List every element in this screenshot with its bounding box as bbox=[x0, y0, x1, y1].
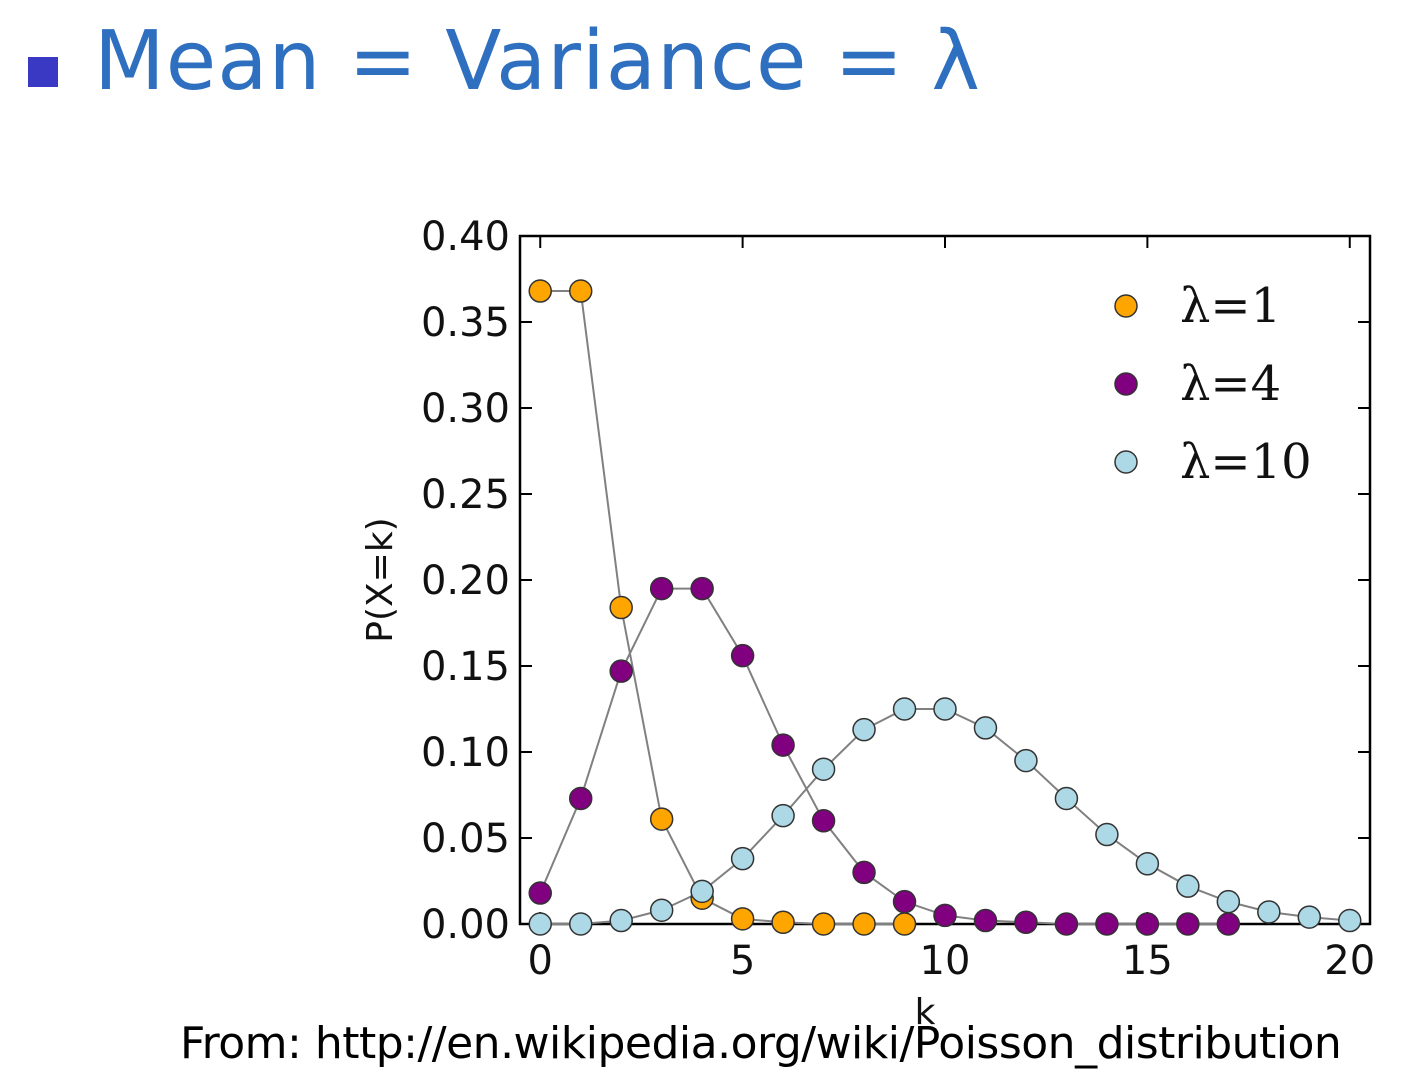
data-point bbox=[1014, 748, 1038, 773]
series-markers-2 bbox=[528, 697, 1362, 936]
series-line bbox=[540, 290, 905, 925]
data-point bbox=[690, 576, 714, 601]
plot-frame bbox=[518, 234, 1372, 926]
y-tick-label: 0.40 bbox=[421, 214, 510, 260]
data-point bbox=[1095, 912, 1119, 936]
data-point bbox=[892, 912, 917, 936]
data-point bbox=[568, 786, 593, 811]
data-point bbox=[852, 912, 876, 936]
y-tick-label: 0.15 bbox=[421, 644, 510, 690]
data-point bbox=[730, 846, 755, 871]
x-tick-label: 15 bbox=[1122, 938, 1173, 984]
x-tick-label: 20 bbox=[1324, 938, 1375, 984]
legend-label: λ=4 bbox=[1180, 356, 1281, 412]
series-line bbox=[539, 587, 1229, 925]
data-point bbox=[973, 908, 998, 933]
y-tick-label: 0.25 bbox=[421, 472, 510, 518]
series-0 bbox=[540, 290, 905, 925]
data-point bbox=[1135, 912, 1160, 936]
data-point bbox=[649, 576, 674, 601]
data-point bbox=[771, 733, 795, 757]
y-tick-label: 0.35 bbox=[421, 300, 510, 346]
data-point bbox=[933, 903, 957, 928]
y-axis-label: P(X=k) bbox=[360, 517, 401, 642]
slide-heading: Mean = Variance = λ bbox=[94, 13, 981, 109]
data-point bbox=[1135, 852, 1160, 876]
data-point bbox=[649, 898, 674, 922]
series-1 bbox=[539, 587, 1229, 925]
x-tick-label: 0 bbox=[528, 938, 553, 984]
x-tick-label: 10 bbox=[920, 938, 971, 984]
data-point bbox=[1054, 786, 1079, 811]
data-point bbox=[771, 910, 795, 935]
data-point bbox=[811, 757, 836, 781]
y-tick-label: 0.30 bbox=[421, 386, 510, 432]
data-point bbox=[649, 807, 674, 831]
data-point bbox=[892, 889, 917, 914]
source-citation: From: http://en.wikipedia.org/wiki/Poiss… bbox=[180, 1018, 1342, 1069]
data-point bbox=[933, 697, 957, 721]
data-point bbox=[568, 279, 593, 303]
x-axis-label: k bbox=[915, 992, 936, 1033]
series-markers-0 bbox=[528, 279, 917, 936]
data-point bbox=[730, 643, 755, 668]
data-point bbox=[811, 912, 836, 936]
data-point bbox=[528, 912, 552, 936]
y-tick-label: 0.05 bbox=[421, 816, 510, 862]
data-point bbox=[528, 881, 552, 905]
data-point bbox=[1176, 874, 1200, 898]
data-point bbox=[1176, 912, 1200, 936]
data-point bbox=[568, 912, 593, 936]
data-point bbox=[609, 595, 633, 620]
y-tick-label: 0.00 bbox=[421, 902, 510, 948]
y-tick-label: 0.10 bbox=[421, 730, 510, 776]
bullet-square-icon bbox=[28, 57, 58, 87]
legend-label: λ=10 bbox=[1180, 434, 1312, 490]
data-point bbox=[973, 716, 998, 740]
data-point bbox=[852, 860, 876, 885]
data-point bbox=[892, 697, 917, 721]
x-tick-label: 5 bbox=[730, 938, 755, 984]
y-tick-label: 0.20 bbox=[421, 558, 510, 604]
data-point bbox=[690, 879, 714, 904]
series-markers-1 bbox=[528, 576, 1241, 936]
data-point bbox=[1297, 905, 1322, 929]
data-point bbox=[609, 659, 633, 683]
heading-row: Mean = Variance = λ bbox=[28, 6, 981, 116]
data-point bbox=[1257, 900, 1281, 924]
data-point bbox=[1338, 908, 1362, 933]
data-point bbox=[771, 803, 795, 828]
legend-marker bbox=[1114, 294, 1138, 318]
data-point bbox=[1014, 910, 1038, 935]
data-point bbox=[1095, 822, 1119, 847]
data-point bbox=[730, 907, 755, 931]
data-point bbox=[811, 809, 836, 833]
legend-marker bbox=[1114, 372, 1138, 396]
data-point bbox=[852, 717, 876, 742]
data-point bbox=[1216, 912, 1241, 936]
data-point bbox=[1216, 889, 1241, 914]
data-point bbox=[609, 908, 633, 933]
legend-label: λ=1 bbox=[1180, 278, 1281, 334]
data-point bbox=[528, 279, 552, 303]
data-point bbox=[1054, 912, 1079, 936]
legend-marker bbox=[1114, 450, 1138, 474]
